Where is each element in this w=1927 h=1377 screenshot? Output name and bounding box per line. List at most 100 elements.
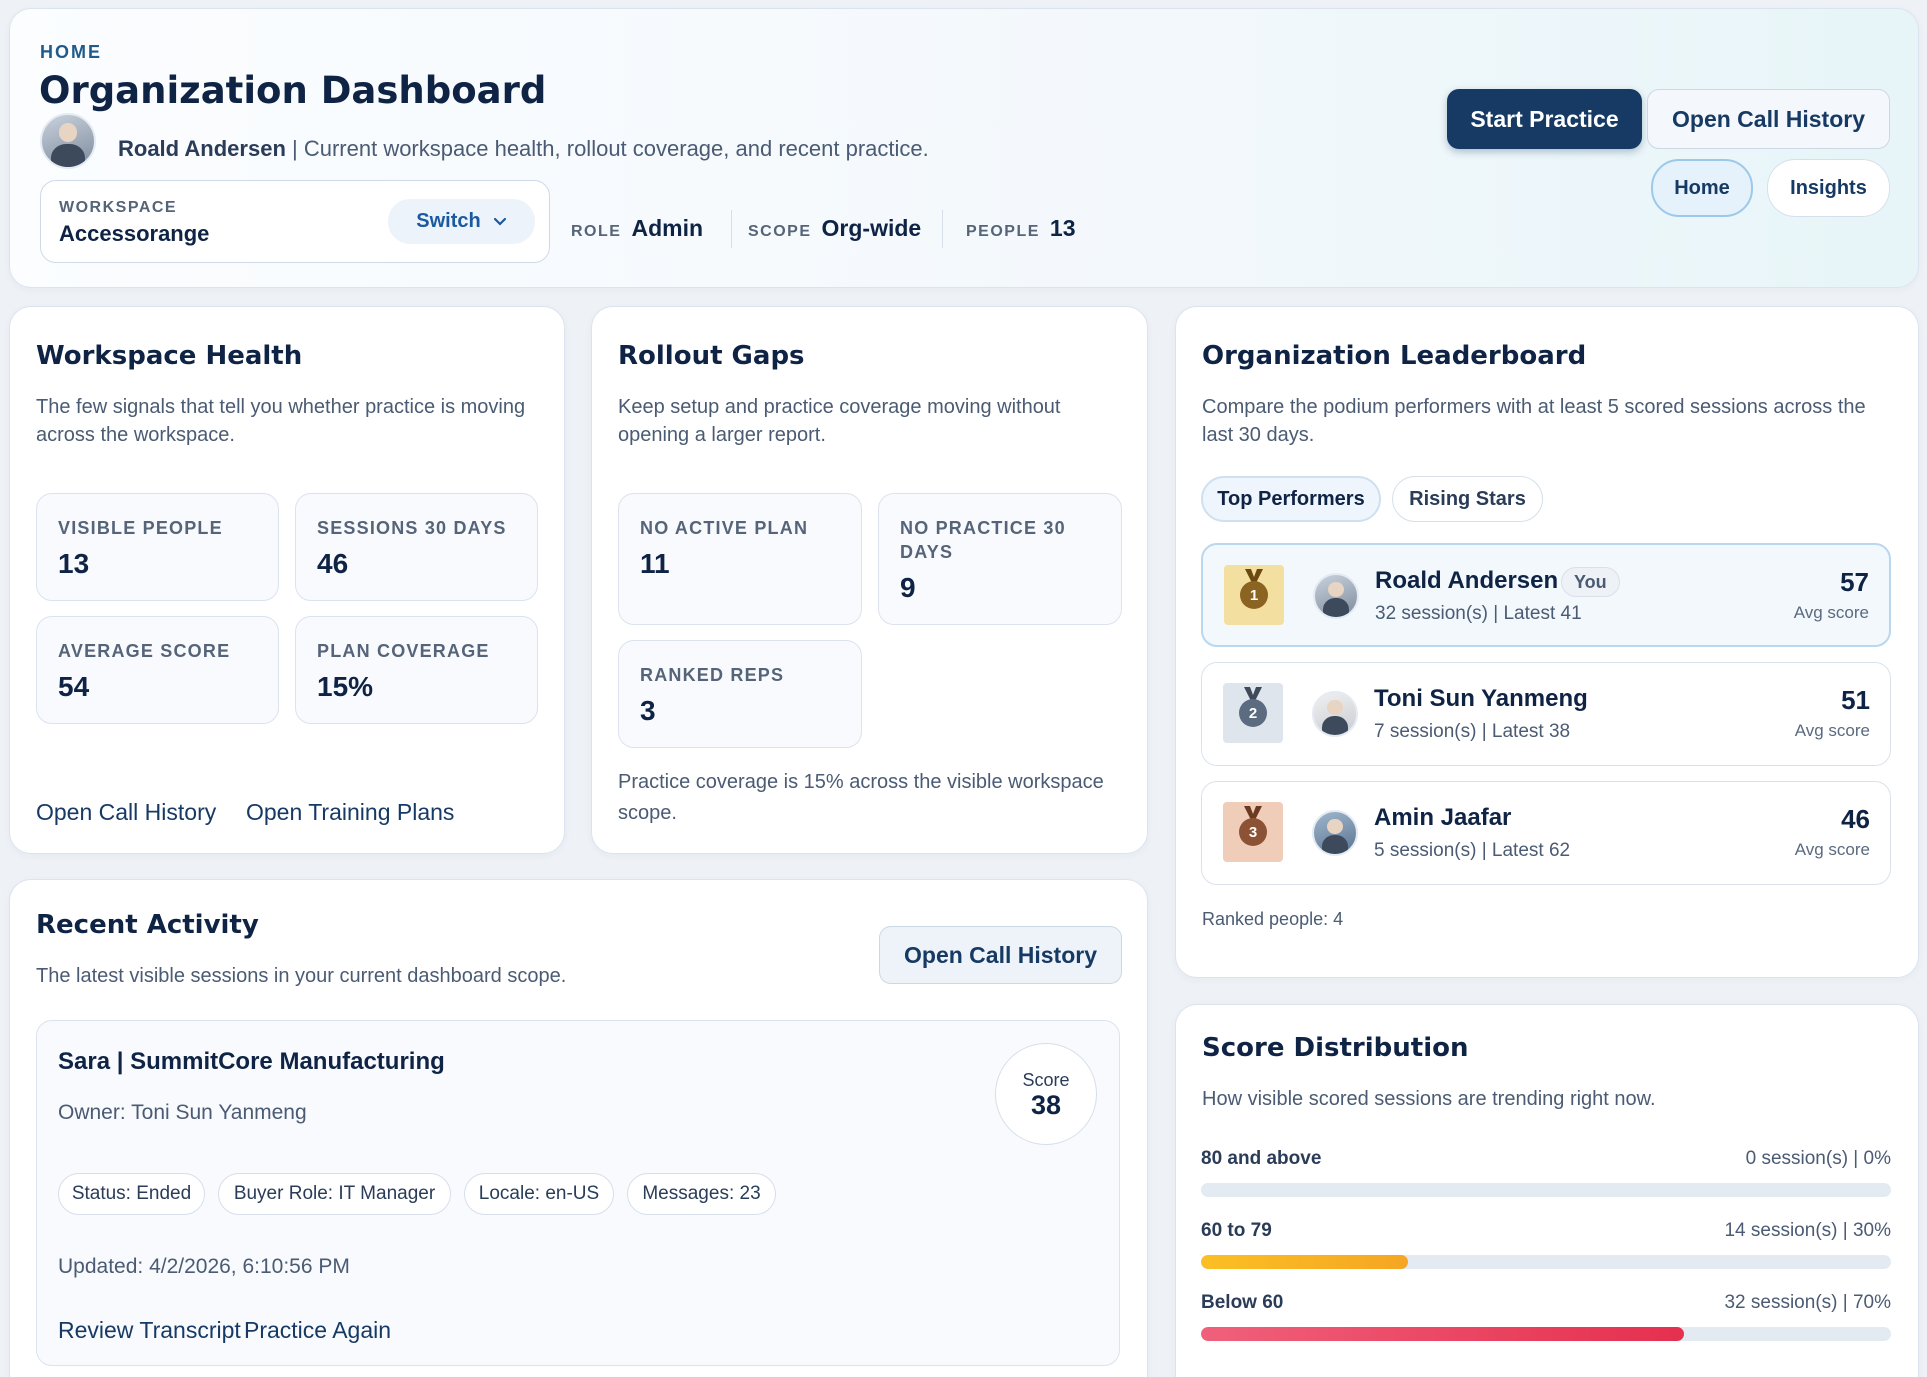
coverage-footnote: Practice coverage is 15% across the visi…	[618, 771, 1104, 824]
stat-label: AVERAGE SCORE	[58, 641, 231, 661]
panel-title: Recent Activity	[36, 910, 259, 940]
you-badge: You	[1561, 567, 1620, 597]
medal-silver-icon: 2	[1223, 683, 1283, 743]
divider	[942, 210, 943, 248]
stat-value: 15%	[317, 671, 374, 702]
stat-average-score: AVERAGE SCORE 54	[36, 616, 279, 724]
panel-title: Score Distribution	[1202, 1033, 1469, 1063]
bucket-label: 60 to 79	[1201, 1220, 1272, 1241]
workspace-value: Accessorange	[59, 221, 210, 246]
stat-value: 46	[317, 548, 349, 579]
user-avatar	[40, 113, 96, 169]
leaderboard-row[interactable]: 1 Roald Andersen You 32 session(s) | Lat…	[1201, 543, 1891, 647]
workspace-label: WORKSPACE	[59, 199, 178, 216]
switch-label: Switch	[416, 210, 481, 232]
panel-description: Keep setup and practice coverage moving …	[618, 396, 1061, 446]
stat-visible-people: VISIBLE PEOPLE 13	[36, 493, 279, 601]
avatar	[1312, 810, 1358, 856]
bucket-fill	[1201, 1327, 1684, 1341]
stat-label: SESSIONS 30 DAYS	[317, 518, 507, 538]
status-chip: Status: Ended	[58, 1173, 205, 1215]
panel-description: The few signals that tell you whether pr…	[36, 396, 526, 446]
stat-sessions-30-days: SESSIONS 30 DAYS 46	[295, 493, 538, 601]
bucket-value: 32 session(s) | 70%	[1724, 1292, 1891, 1313]
panel-description: Compare the podium performers with at le…	[1202, 396, 1866, 446]
scope-label: SCOPE	[748, 223, 812, 240]
role-value: Admin	[631, 215, 704, 241]
stat-value: 54	[58, 671, 90, 702]
bucket-bar	[1201, 1327, 1891, 1341]
bucket-fill	[1201, 1255, 1408, 1269]
tab-home[interactable]: Home	[1651, 159, 1753, 217]
open-call-history-link[interactable]: Open Call History	[36, 799, 217, 825]
switch-workspace-button[interactable]: Switch	[388, 199, 535, 244]
avatar	[1312, 691, 1358, 737]
user-name: Roald Andersen	[118, 136, 286, 161]
open-call-history-button[interactable]: Open Call History	[1647, 89, 1890, 149]
locale-chip: Locale: en-US	[464, 1173, 614, 1215]
panel-description: How visible scored sessions are trending…	[1202, 1088, 1656, 1110]
people-meta: PEOPLE 13	[966, 215, 1076, 242]
messages-chip: Messages: 23	[627, 1173, 776, 1215]
scope-meta: SCOPE Org-wide	[748, 215, 921, 242]
workspace-selector: WORKSPACE Accessorange Switch	[40, 180, 550, 263]
leaderboard-name: Roald Andersen	[1375, 567, 1559, 594]
stat-label: NO PRACTICE 30 DAYS	[900, 518, 1066, 562]
page-title: Organization Dashboard	[39, 69, 547, 112]
review-transcript-link[interactable]: Review Transcript	[58, 1317, 241, 1343]
avatar	[1313, 573, 1359, 619]
stat-plan-coverage: PLAN COVERAGE 15%	[295, 616, 538, 724]
rollout-gaps-panel: Rollout Gaps Keep setup and practice cov…	[591, 306, 1148, 854]
activity-title: Sara | SummitCore Manufacturing	[58, 1048, 445, 1075]
tab-top-performers[interactable]: Top Performers	[1201, 476, 1381, 522]
score-label: Avg score	[1794, 721, 1870, 740]
stat-label: VISIBLE PEOPLE	[58, 518, 223, 538]
start-practice-button[interactable]: Start Practice	[1447, 89, 1642, 149]
bucket-value: 14 session(s) | 30%	[1724, 1220, 1891, 1241]
score-badge: Score 38	[995, 1043, 1097, 1145]
stat-label: PLAN COVERAGE	[317, 641, 490, 661]
chevron-down-icon	[493, 210, 507, 233]
tab-insights[interactable]: Insights	[1767, 159, 1890, 217]
subtitle-text: | Current workspace health, rollout cove…	[292, 136, 929, 161]
bucket-value: 0 session(s) | 0%	[1745, 1148, 1891, 1169]
leaderboard-row[interactable]: 3 Amin Jaafar 5 session(s) | Latest 62 4…	[1201, 781, 1891, 885]
bucket-bar	[1201, 1255, 1891, 1269]
activity-item[interactable]: Sara | SummitCore Manufacturing Owner: T…	[36, 1020, 1120, 1366]
stat-label: RANKED REPS	[640, 665, 785, 685]
leaderboard-score: 51	[1841, 685, 1870, 715]
workspace-health-panel: Workspace Health The few signals that te…	[9, 306, 565, 854]
open-call-history-button[interactable]: Open Call History	[879, 926, 1122, 984]
stat-value: 11	[640, 548, 670, 579]
stat-value: 3	[640, 695, 656, 726]
breadcrumb: HOME	[40, 42, 102, 62]
people-label: PEOPLE	[966, 223, 1040, 240]
leaderboard-score: 57	[1840, 567, 1869, 597]
stat-label: NO ACTIVE PLAN	[640, 518, 809, 538]
open-training-plans-link[interactable]: Open Training Plans	[246, 799, 455, 825]
bucket-label: Below 60	[1201, 1292, 1284, 1313]
stat-value: 13	[58, 548, 90, 579]
leaderboard-score: 46	[1841, 804, 1870, 834]
leaderboard-name: Amin Jaafar	[1374, 804, 1512, 831]
tab-rising-stars[interactable]: Rising Stars	[1392, 476, 1543, 522]
bucket-bar	[1201, 1183, 1891, 1197]
leaderboard-sessions: 7 session(s) | Latest 38	[1374, 721, 1571, 742]
leaderboard-row[interactable]: 2 Toni Sun Yanmeng 7 session(s) | Latest…	[1201, 662, 1891, 766]
stat-ranked-reps: RANKED REPS 3	[618, 640, 862, 748]
buyer-role-chip: Buyer Role: IT Manager	[218, 1173, 451, 1215]
recent-activity-panel: Recent Activity The latest visible sessi…	[9, 879, 1148, 1377]
panel-description: The latest visible sessions in your curr…	[36, 965, 567, 987]
people-value: 13	[1049, 215, 1076, 241]
bucket-label: 80 and above	[1201, 1148, 1322, 1169]
ranked-people-count: Ranked people: 4	[1202, 909, 1344, 929]
role-meta: ROLE Admin	[571, 215, 703, 242]
stat-value: 9	[900, 572, 916, 603]
panel-title: Rollout Gaps	[618, 341, 805, 371]
activity-owner: Owner: Toni Sun Yanmeng	[58, 1101, 307, 1124]
stat-no-practice-30-days: NO PRACTICE 30 DAYS 9	[878, 493, 1122, 625]
panel-title: Organization Leaderboard	[1202, 341, 1587, 371]
score-label: Avg score	[1793, 603, 1869, 622]
practice-again-link[interactable]: Practice Again	[244, 1317, 392, 1343]
score-value: 38	[1030, 1090, 1062, 1120]
